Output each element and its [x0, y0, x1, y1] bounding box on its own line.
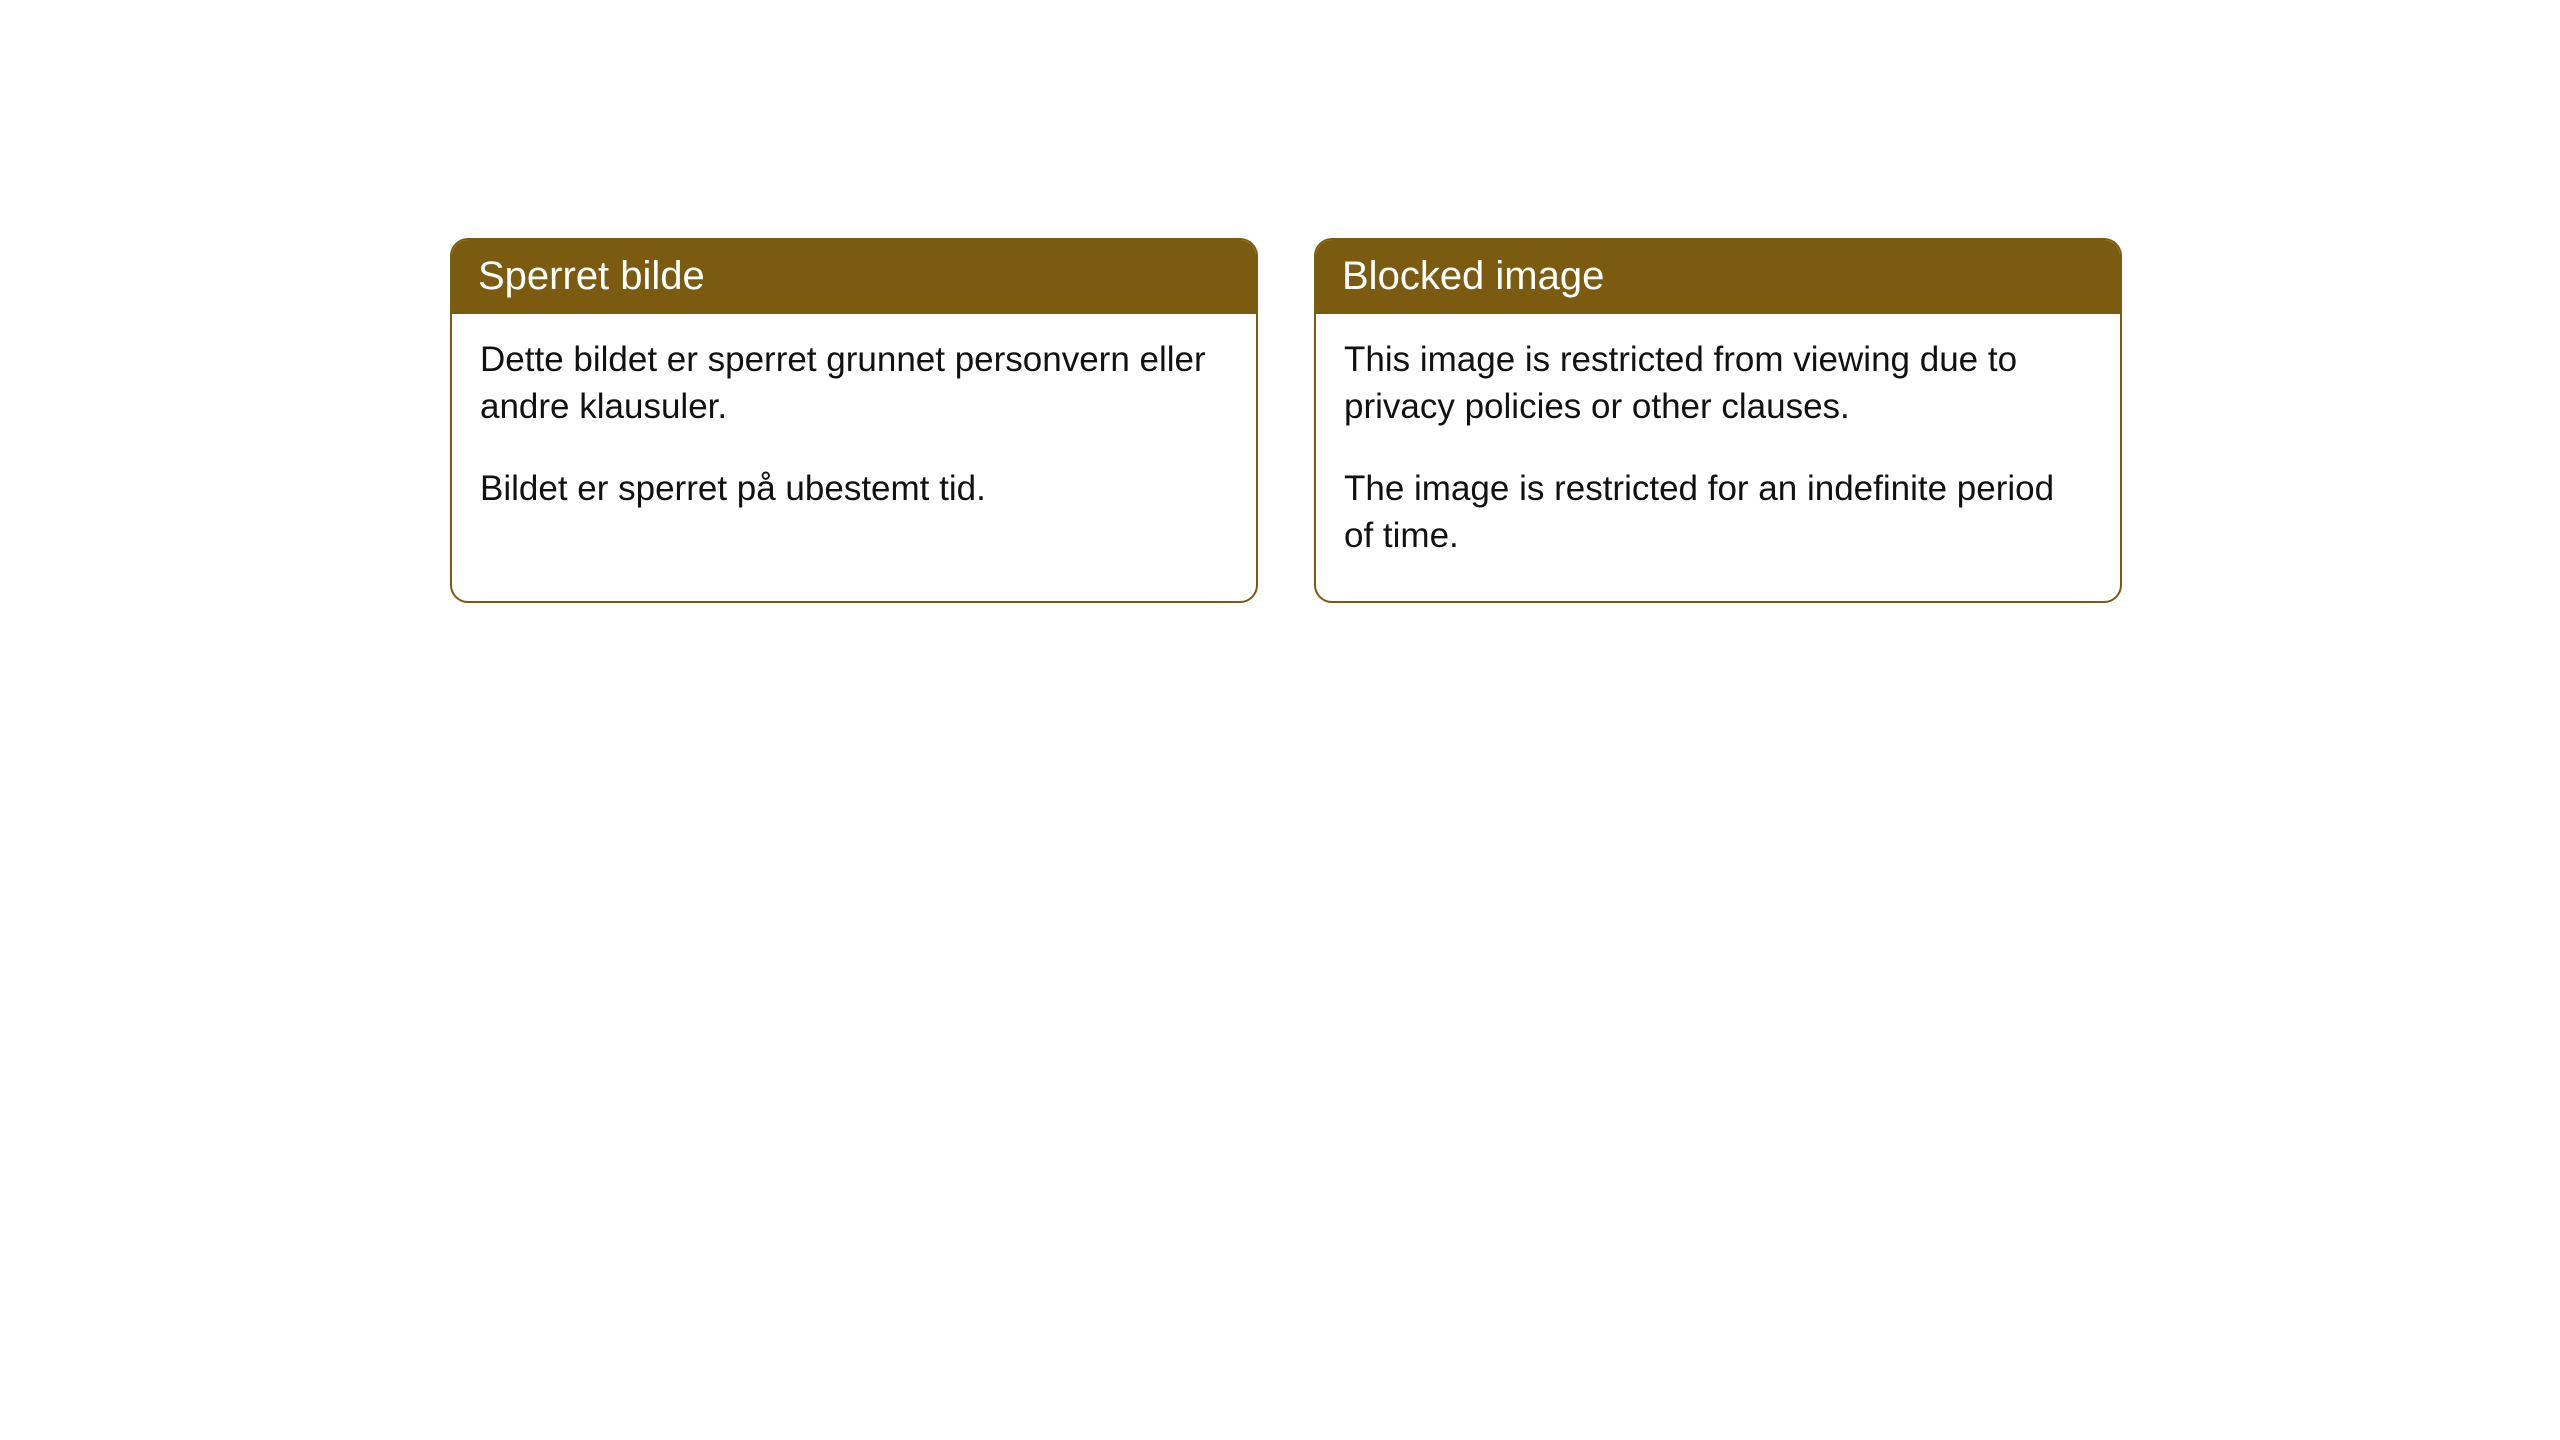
card-paragraph-en-1: This image is restricted from viewing du…	[1344, 336, 2092, 431]
card-paragraph-no-1: Dette bildet er sperret grunnet personve…	[480, 336, 1228, 431]
blocked-image-card-no: Sperret bilde Dette bildet er sperret gr…	[450, 238, 1258, 603]
card-paragraph-en-2: The image is restricted for an indefinit…	[1344, 465, 2092, 560]
card-body-no: Dette bildet er sperret grunnet personve…	[452, 314, 1256, 554]
card-body-en: This image is restricted from viewing du…	[1316, 314, 2120, 601]
card-container: Sperret bilde Dette bildet er sperret gr…	[0, 0, 2560, 603]
card-paragraph-no-2: Bildet er sperret på ubestemt tid.	[480, 465, 1228, 512]
card-header-en: Blocked image	[1316, 240, 2120, 314]
blocked-image-card-en: Blocked image This image is restricted f…	[1314, 238, 2122, 603]
card-header-no: Sperret bilde	[452, 240, 1256, 314]
